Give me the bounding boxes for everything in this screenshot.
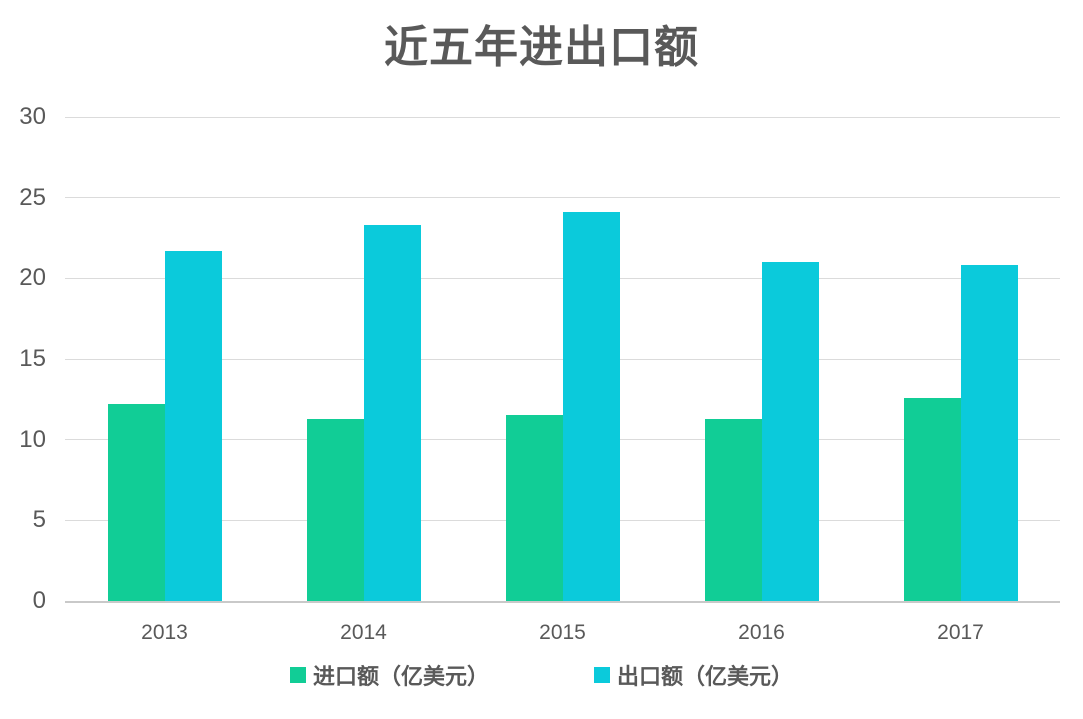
gridline-30 [65,116,1060,118]
y-tick-label-5: 5 [32,506,46,534]
bar-export-2014 [363,225,421,601]
gridline-25 [65,197,1060,199]
bar-group-2015 [463,117,662,601]
x-tick-label-2014: 2014 [340,621,387,644]
bar-export-2017 [960,265,1018,601]
legend-swatch-import [289,667,306,683]
x-tick-label-2015: 2015 [539,621,586,644]
chart-title: 近五年进出口额 [384,23,699,72]
y-tick-label-15: 15 [19,345,46,372]
y-tick-label-25: 25 [19,183,46,211]
bar-group-2014 [264,117,463,601]
legend-item-export[interactable]: 出口额（亿美元） [594,659,793,691]
y-tick-label-10: 10 [19,425,46,453]
x-tick-label-2013: 2013 [141,621,188,644]
legend-swatch-export [594,667,610,683]
legend-label-import: 进口额（亿美元） [312,664,489,689]
legend-item-import[interactable]: 进口额（亿美元） [289,659,489,691]
bar-groups [65,117,1060,601]
x-axis-line [65,601,1060,603]
y-tick-label-30: 30 [19,103,46,130]
bar-import-2016 [704,418,762,601]
x-axis-labels: 2013 2014 2015 2016 2017 [65,609,1060,657]
y-tick-label-0: 0 [32,587,46,614]
bar-export-2013 [164,250,222,601]
bar-import-2017 [903,397,961,601]
x-tick-label-2017: 2017 [937,621,984,644]
bar-import-2015 [505,415,563,601]
legend-label-export: 出口额（亿美元） [617,664,794,689]
bar-group-2017 [861,117,1060,601]
bar-import-2014 [306,418,364,601]
bar-import-2013 [107,404,165,601]
plot-area [65,116,1060,603]
bar-export-2016 [761,262,819,601]
bar-group-2016 [662,117,861,601]
x-tick-label-2016: 2016 [738,621,785,644]
y-tick-label-20: 20 [19,264,46,292]
legend: 进口额（亿美元） 出口额（亿美元） [0,656,1083,694]
bar-group-2013 [65,117,264,601]
bar-export-2015 [562,212,620,601]
